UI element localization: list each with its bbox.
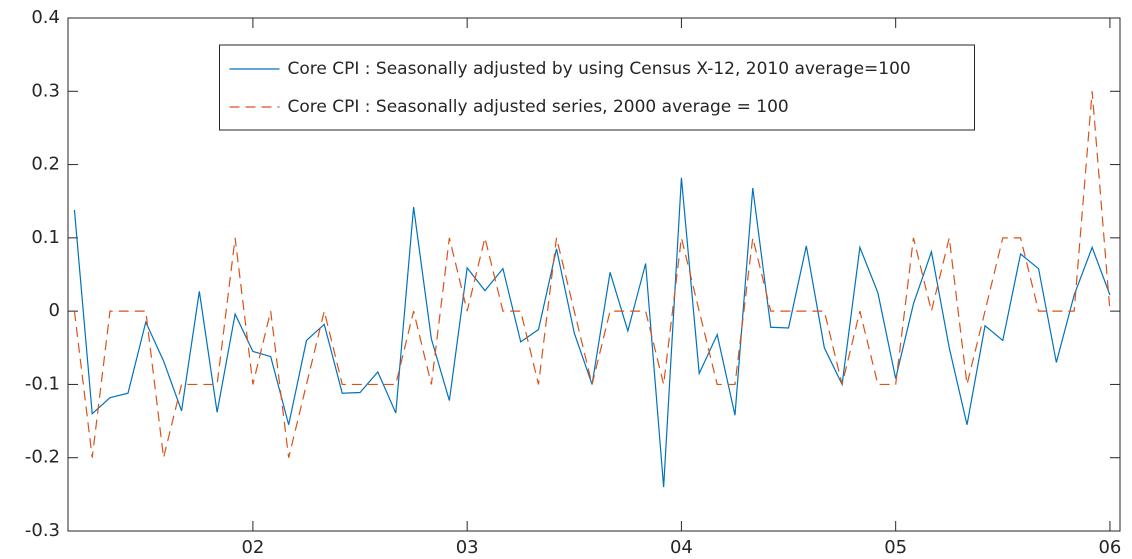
- x-tick-label: 03: [456, 537, 479, 558]
- x-tick-label: 06: [1098, 537, 1121, 558]
- series-line: [73, 91, 1111, 458]
- y-tick-label: -0.2: [25, 447, 60, 468]
- y-tick-label: 0: [49, 300, 60, 321]
- y-tick-label: 0.4: [31, 7, 60, 28]
- legend: Core CPI : Seasonally adjusted by using …: [219, 44, 975, 131]
- legend-label: Core CPI : Seasonally adjusted by using …: [288, 59, 911, 79]
- y-tick-label: 0.2: [31, 154, 60, 175]
- x-tick-label: 02: [241, 537, 264, 558]
- y-tick-label: -0.1: [25, 373, 60, 394]
- legend-box: [219, 44, 975, 131]
- y-tick-label: 0.3: [31, 80, 60, 101]
- x-tick-label: 04: [670, 537, 693, 558]
- y-tick-label: -0.3: [25, 520, 60, 541]
- x-tick-label: 05: [884, 537, 907, 558]
- y-tick-label: 0.1: [31, 227, 60, 248]
- legend-label: Core CPI : Seasonally adjusted series, 2…: [288, 97, 789, 117]
